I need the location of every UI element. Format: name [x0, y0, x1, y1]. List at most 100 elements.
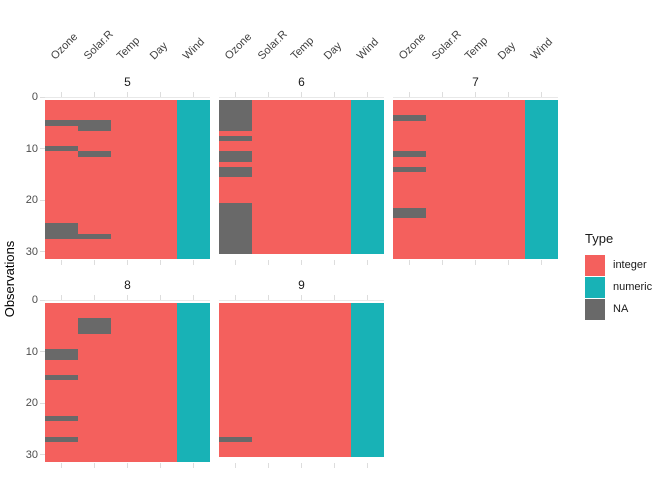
heatmap-column-day: [144, 99, 177, 260]
x-tick: [334, 295, 335, 300]
x-tick: [193, 295, 194, 300]
na-cell: [219, 151, 252, 157]
na-cell: [78, 233, 111, 240]
na-cell: [45, 436, 78, 443]
na-cell: [219, 233, 252, 240]
x-tick: [160, 260, 161, 265]
heatmap-column-temp: [285, 302, 318, 458]
legend-label: NA: [613, 303, 629, 315]
na-cell: [219, 436, 252, 443]
heatmap-column-day: [318, 99, 351, 255]
na-cell: [219, 171, 252, 178]
x-tick: [94, 260, 95, 265]
heatmap-column-wind: [177, 99, 210, 260]
column-label-solar-r: Solar.R: [429, 28, 464, 63]
column-label-ozone: Ozone: [396, 30, 428, 63]
x-tick: [334, 463, 335, 468]
heatmap-column-ozone: [45, 302, 78, 463]
facet-title-6: 6: [298, 75, 305, 89]
x-tick: [334, 92, 335, 97]
facet-title-5: 5: [124, 75, 131, 89]
x-tick: [442, 260, 443, 265]
na-cell: [219, 248, 252, 255]
x-tick: [367, 260, 368, 265]
x-tick: [301, 463, 302, 468]
facet-title-8: 8: [124, 278, 131, 292]
na-cell: [78, 323, 111, 329]
x-tick: [334, 260, 335, 265]
column-label-day: Day: [321, 39, 344, 63]
panel-top-gridline: [219, 300, 384, 301]
heatmap-column-ozone: [393, 99, 426, 260]
x-tick: [367, 463, 368, 468]
na-cell: [219, 104, 252, 111]
x-tick: [301, 92, 302, 97]
x-tick: [301, 260, 302, 265]
facet-title-7: 7: [472, 75, 479, 89]
column-label-solar-r: Solar.R: [81, 28, 116, 63]
y-tick: [40, 402, 45, 404]
heatmap-column-day: [318, 302, 351, 458]
heatmap-column-day: [144, 302, 177, 463]
y-tick: [40, 199, 45, 201]
na-cell: [219, 202, 252, 209]
x-tick: [127, 260, 128, 265]
x-tick: [301, 295, 302, 300]
na-cell: [219, 99, 252, 106]
na-cell: [45, 145, 78, 152]
x-tick: [193, 260, 194, 265]
y-tick-label: 20: [25, 397, 38, 409]
x-tick: [61, 92, 62, 97]
heatmap-column-wind: [177, 302, 210, 463]
na-cell: [78, 328, 111, 334]
na-cell: [45, 354, 78, 360]
y-tick-label: 20: [25, 194, 38, 206]
column-label-temp: Temp: [288, 34, 316, 63]
x-tick: [235, 92, 236, 97]
x-tick: [235, 260, 236, 265]
x-tick: [508, 92, 509, 97]
x-tick: [268, 295, 269, 300]
column-label-wind: Wind: [180, 36, 207, 63]
na-cell: [393, 115, 426, 121]
y-tick: [40, 96, 45, 98]
heatmap-column-solar-r: [426, 99, 459, 260]
na-cell: [45, 223, 78, 229]
na-cell: [45, 228, 78, 234]
legend-item-na: NA: [585, 299, 652, 320]
na-cell: [219, 228, 252, 234]
heatmap-column-wind: [351, 99, 384, 255]
x-tick: [160, 463, 161, 468]
panel-top-gridline: [219, 97, 384, 98]
x-tick: [61, 260, 62, 265]
x-tick: [541, 260, 542, 265]
x-tick: [94, 463, 95, 468]
x-tick: [127, 92, 128, 97]
legend-item-numeric: numeric: [585, 277, 652, 298]
legend-key-numeric: [585, 277, 605, 298]
heatmap-column-solar-r: [252, 302, 285, 458]
na-cell: [219, 218, 252, 224]
legend-item-integer: integer: [585, 255, 652, 276]
na-cell: [78, 120, 111, 126]
y-tick: [40, 351, 45, 352]
x-tick: [235, 463, 236, 468]
x-tick: [367, 92, 368, 97]
y-tick: [40, 299, 45, 301]
heatmap-column-temp: [111, 302, 144, 463]
heatmap-column-ozone: [219, 302, 252, 458]
na-cell: [45, 120, 78, 126]
legend-title: Type: [585, 231, 614, 246]
column-label-wind: Wind: [354, 36, 381, 63]
legend-label: integer: [613, 259, 647, 271]
column-label-temp: Temp: [114, 34, 142, 63]
x-tick: [193, 463, 194, 468]
column-label-solar-r: Solar.R: [255, 28, 290, 63]
panel-top-gridline: [393, 97, 558, 98]
x-tick: [508, 260, 509, 265]
na-cell: [219, 156, 252, 162]
y-tick-label: 10: [25, 142, 38, 155]
x-tick: [61, 295, 62, 300]
y-tick: [40, 251, 45, 252]
